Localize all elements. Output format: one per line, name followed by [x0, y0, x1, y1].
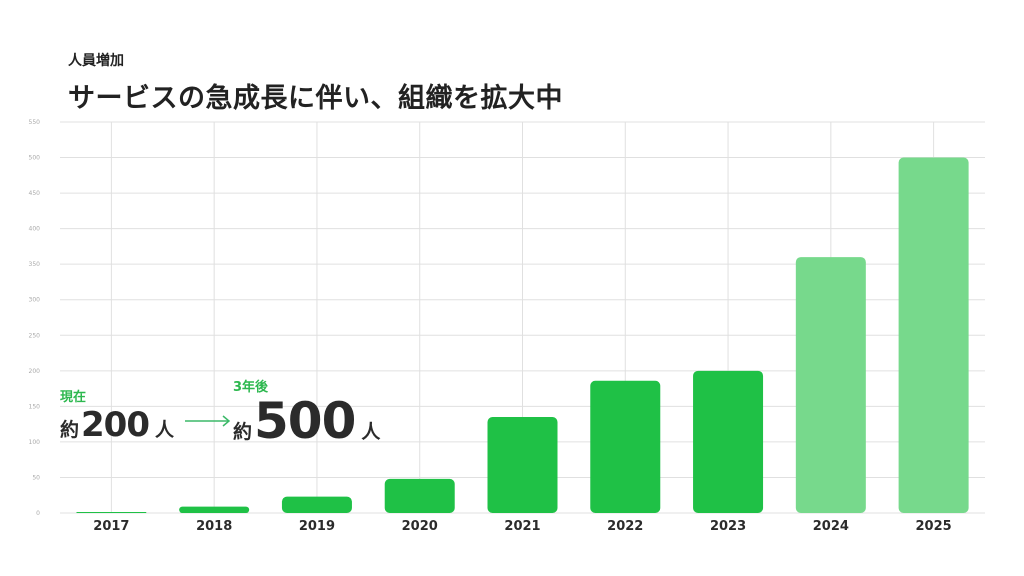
x-tick-label: 2025	[916, 519, 952, 534]
bar	[281, 496, 352, 513]
y-tick-label: 400	[29, 226, 41, 233]
future-unit: 人	[361, 421, 381, 443]
bar	[384, 478, 455, 513]
arrow-right-icon	[185, 415, 231, 427]
chart-subtitle: 人員増加	[68, 53, 124, 69]
x-tick-label: 2024	[813, 519, 849, 534]
future-headcount: 約 500 人	[233, 392, 380, 450]
bar	[898, 157, 969, 513]
future-prefix: 約	[233, 421, 253, 443]
current-label: 現在	[60, 390, 87, 405]
bar	[76, 512, 147, 513]
bar	[693, 370, 764, 513]
x-tick-label: 2022	[607, 519, 643, 534]
y-tick-label: 500	[29, 155, 41, 162]
y-tick-label: 450	[29, 190, 41, 197]
current-prefix: 約	[60, 419, 80, 441]
chart-title: サービスの急成長に伴い、組織を拡大中	[68, 83, 563, 114]
x-tick-label: 2017	[93, 519, 129, 534]
current-value: 200	[81, 405, 150, 445]
bar	[795, 257, 866, 513]
x-tick-label: 2018	[196, 519, 232, 534]
y-tick-label: 0	[36, 510, 40, 517]
y-tick-label: 300	[29, 297, 41, 304]
y-tick-label: 350	[29, 261, 41, 268]
y-tick-label: 150	[29, 403, 41, 410]
current-unit: 人	[155, 419, 175, 441]
y-tick-label: 200	[29, 368, 41, 375]
y-tick-label: 100	[29, 439, 41, 446]
bar	[590, 380, 661, 513]
x-tick-label: 2023	[710, 519, 746, 534]
x-tick-label: 2021	[504, 519, 540, 534]
future-value: 500	[254, 392, 356, 450]
y-tick-label: 250	[29, 332, 41, 339]
future-label: 3年後	[233, 380, 269, 395]
bar	[487, 417, 558, 513]
y-tick-label: 50	[32, 474, 40, 481]
y-tick-label: 550	[29, 119, 41, 126]
current-headcount: 約 200 人	[60, 405, 174, 445]
x-tick-label: 2020	[402, 519, 438, 534]
x-tick-label: 2019	[299, 519, 335, 534]
bar	[179, 506, 250, 513]
